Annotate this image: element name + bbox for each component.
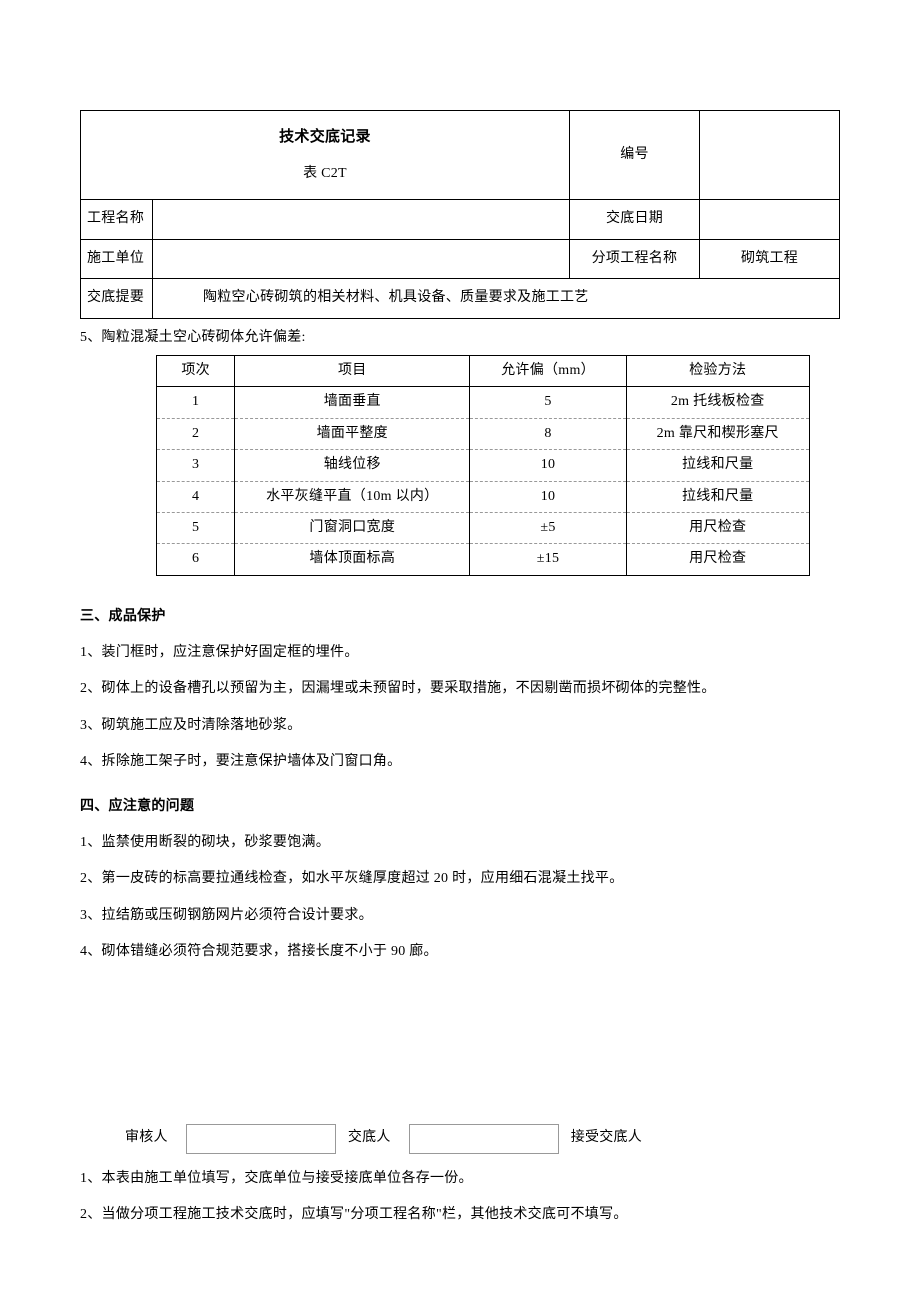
table-cell: ±5: [470, 512, 627, 543]
table-cell: 用尺检查: [626, 512, 809, 543]
table-row: 1墙面垂直52m 托线板检查: [157, 387, 810, 418]
sig-box-審核[interactable]: [186, 1124, 336, 1154]
tolerance-header-row: 项次 项目 允许偏（mm） 检验方法: [157, 355, 810, 386]
table-cell: 2m 靠尺和楔形塞尺: [626, 418, 809, 449]
list-item: 1、监禁使用断裂的砌块，砂浆要饱满。: [80, 832, 840, 854]
list-item: 2、砌体上的设备槽孔以预留为主，因漏埋或未预留时，要采取措施，不因剔凿而损坏砌体…: [80, 678, 840, 700]
value-shigong: [153, 239, 570, 278]
table-row: 5门窗洞口宽度±5用尺检查: [157, 512, 810, 543]
doc-subtitle: 表 C2T: [87, 163, 563, 185]
table-cell: 1: [157, 387, 235, 418]
list-item: 2、第一皮砖的标高要拉通线检查，如水平灰缝厚度超过 20 时，应用细石混凝土找平…: [80, 868, 840, 890]
table-cell: 5: [470, 387, 627, 418]
value-jiaodi-tiyao: 陶粒空心砖砌筑的相关材料、机具设备、质量要求及施工工艺: [153, 279, 840, 318]
label-jiaodi-riqi: 交底日期: [570, 200, 700, 239]
table-row: 6墙体顶面标高±15用尺检查: [157, 544, 810, 575]
footnote: 1、本表由施工单位填写，交底单位与接受接底单位各存一份。: [80, 1168, 840, 1190]
col-header: 项次: [157, 355, 235, 386]
label-bianhao: 编号: [570, 111, 700, 200]
table-cell: 墙面平整度: [235, 418, 470, 449]
table-cell: 10: [470, 450, 627, 481]
sig-box-交底[interactable]: [409, 1124, 559, 1154]
tolerance-caption: 5、陶粒混凝土空心砖砌体允许偏差:: [80, 327, 840, 349]
table-cell: 8: [470, 418, 627, 449]
col-header: 项目: [235, 355, 470, 386]
doc-title: 技术交底记录: [87, 125, 563, 149]
list-item: 3、砌筑施工应及时清除落地砂浆。: [80, 715, 840, 737]
table-cell: 3: [157, 450, 235, 481]
table-row: 2墙面平整度82m 靠尺和楔形塞尺: [157, 418, 810, 449]
list-item: 1、装门框时，应注意保护好固定框的埋件。: [80, 642, 840, 664]
table-cell: 拉线和尺量: [626, 450, 809, 481]
table-cell: 水平灰缝平直（10m 以内）: [235, 481, 470, 512]
label-gongcheng: 工程名称: [81, 200, 153, 239]
table-row: 4水平灰缝平直（10m 以内）10拉线和尺量: [157, 481, 810, 512]
value-jiaodi-riqi: [700, 200, 840, 239]
list-item: 4、拆除施工架子时，要注意保护墙体及门窗口角。: [80, 751, 840, 773]
table-cell: 门窗洞口宽度: [235, 512, 470, 543]
table-cell: 轴线位移: [235, 450, 470, 481]
sig-label-審核: 审核人: [125, 1127, 168, 1149]
tolerance-table: 项次 项目 允许偏（mm） 检验方法 1墙面垂直52m 托线板检查2墙面平整度8…: [156, 355, 810, 576]
signature-row: 审核人 交底人 接受交底人: [80, 1124, 840, 1154]
table-cell: 2m 托线板检查: [626, 387, 809, 418]
sig-label-接受: 接受交底人: [571, 1127, 642, 1149]
value-fenxiang: 砌筑工程: [700, 239, 840, 278]
label-fenxiang: 分项工程名称: [570, 239, 700, 278]
list-item: 3、拉结筋或压砌钢筋网片必须符合设计要求。: [80, 905, 840, 927]
header-table: 技术交底记录 表 C2T 编号 工程名称 交底日期 施工单位 分项工程名称 砌筑…: [80, 110, 840, 319]
list-item: 4、砌体错缝必须符合规范要求，搭接长度不小于 90 廊。: [80, 941, 840, 963]
table-cell: 墙面垂直: [235, 387, 470, 418]
table-cell: 10: [470, 481, 627, 512]
value-gongcheng: [153, 200, 570, 239]
table-cell: 用尺检查: [626, 544, 809, 575]
table-cell: 墙体顶面标高: [235, 544, 470, 575]
table-cell: 6: [157, 544, 235, 575]
table-row: 3轴线位移10拉线和尺量: [157, 450, 810, 481]
table-cell: 拉线和尺量: [626, 481, 809, 512]
title-cell: 技术交底记录 表 C2T: [81, 111, 570, 200]
label-jiaodi-tiyao: 交底提要: [81, 279, 153, 318]
table-cell: ±15: [470, 544, 627, 575]
value-bianhao: [700, 111, 840, 200]
label-shigong: 施工单位: [81, 239, 153, 278]
col-header: 检验方法: [626, 355, 809, 386]
table-cell: 5: [157, 512, 235, 543]
footnote: 2、当做分项工程施工技术交底时，应填写"分项工程名称"栏，其他技术交底可不填写。: [80, 1204, 840, 1226]
section4-heading: 四、应注意的问题: [80, 796, 840, 818]
sig-label-交底: 交底人: [348, 1127, 391, 1149]
table-cell: 4: [157, 481, 235, 512]
table-cell: 2: [157, 418, 235, 449]
section3-heading: 三、成品保护: [80, 606, 840, 628]
col-header: 允许偏（mm）: [470, 355, 627, 386]
